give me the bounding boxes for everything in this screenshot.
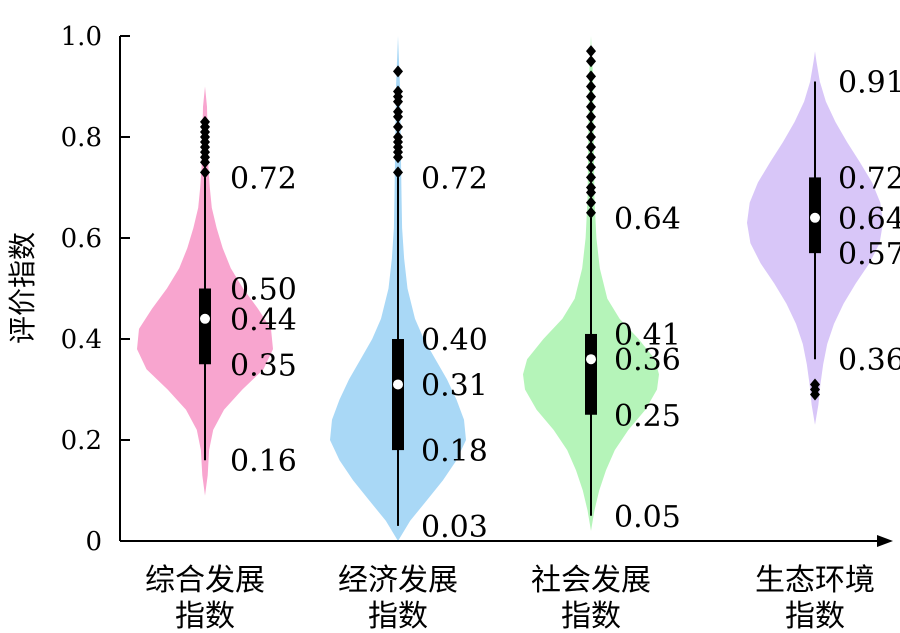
outlier-point — [810, 378, 820, 391]
outlier-point — [393, 120, 403, 133]
outlier-point — [586, 70, 596, 83]
y-axis-title: 评价指数 — [6, 232, 39, 344]
outlier-point — [586, 100, 596, 113]
category-label: 综合发展 — [145, 563, 265, 598]
boxplots-layer — [199, 45, 821, 526]
stat-label-whisker-high: 0.72 — [230, 161, 297, 196]
outlier-point — [586, 110, 596, 123]
median-marker — [200, 313, 210, 324]
outlier-point — [586, 181, 596, 194]
y-tick-label: 0 — [85, 527, 102, 557]
category-label: 指数 — [368, 599, 428, 633]
outlier-point — [586, 151, 596, 164]
stat-label-q1: 0.57 — [838, 237, 900, 272]
outlier-point — [586, 90, 596, 103]
median-marker — [810, 212, 820, 223]
stat-label-whisker-low: 0.16 — [230, 444, 297, 479]
outlier-point — [393, 105, 403, 118]
stat-labels: 0.72 0.500.44 0.35 0.16 0.72 0.40 0.31 0.18 0.03… — [230, 65, 900, 544]
outlier-point — [586, 141, 596, 154]
outlier-point — [586, 120, 596, 133]
outlier-point — [586, 131, 596, 143]
outlier-point — [586, 206, 596, 219]
stat-label-median: 0.44 — [230, 303, 297, 338]
outlier-point — [586, 196, 596, 209]
stat-label-q1: 0.35 — [230, 348, 297, 383]
category-label: 经济发展 — [338, 563, 458, 598]
iqr-box — [392, 339, 404, 451]
stat-label-whisker-high: 0.64 — [614, 202, 681, 237]
y-tick-label: 0.2 — [61, 426, 102, 456]
outlier-point — [586, 171, 596, 184]
y-tick-label: 0.8 — [61, 123, 102, 153]
stat-label-q3: 0.41 — [614, 318, 681, 353]
stat-label-q1: 0.25 — [614, 399, 681, 434]
category-label: 指数 — [175, 599, 235, 633]
stat-label-whisker-low: 0.36 — [838, 343, 900, 378]
outlier-point — [200, 166, 210, 179]
stat-label-median: 0.64 — [838, 202, 900, 237]
stat-label-q3: 0.50 — [230, 273, 297, 308]
stat-label-whisker-high: 0.91 — [838, 65, 900, 100]
x-axis-arrow-icon — [877, 535, 893, 547]
median-marker — [586, 354, 596, 365]
outlier-point — [393, 85, 403, 98]
outlier-point — [393, 65, 403, 78]
stat-label-q1: 0.18 — [421, 434, 488, 469]
outlier-point — [200, 115, 210, 128]
outlier-point — [586, 80, 596, 93]
stat-label-whisker-low: 0.05 — [614, 500, 681, 535]
stat-label-whisker-high: 0.72 — [421, 161, 488, 196]
category-label: 指数 — [785, 599, 845, 633]
outlier-point — [586, 55, 596, 68]
median-marker — [393, 379, 403, 390]
stat-label-q3: 0.72 — [838, 161, 900, 196]
category-label: 生态环境 — [755, 563, 875, 598]
iqr-box — [585, 333, 597, 415]
stat-label-median: 0.36 — [614, 343, 681, 378]
category-label: 指数 — [561, 599, 621, 633]
iqr-box — [199, 288, 211, 365]
outlier-point — [393, 166, 403, 179]
outlier-point — [586, 45, 596, 58]
y-tick-label: 1.0 — [61, 22, 102, 52]
stat-label-q3: 0.40 — [421, 323, 488, 358]
y-ticks: 0 0.2 0.4 0.6 0.8 1.0 — [61, 22, 130, 557]
outlier-point — [586, 161, 596, 174]
y-tick-label: 0.6 — [61, 224, 102, 254]
y-tick-label: 0.4 — [61, 325, 102, 355]
stat-label-median: 0.31 — [421, 368, 488, 403]
axes-layer — [119, 36, 893, 547]
outlier-point — [393, 131, 403, 143]
stat-label-whisker-low: 0.03 — [421, 510, 488, 545]
category-label: 社会发展 — [531, 563, 651, 598]
